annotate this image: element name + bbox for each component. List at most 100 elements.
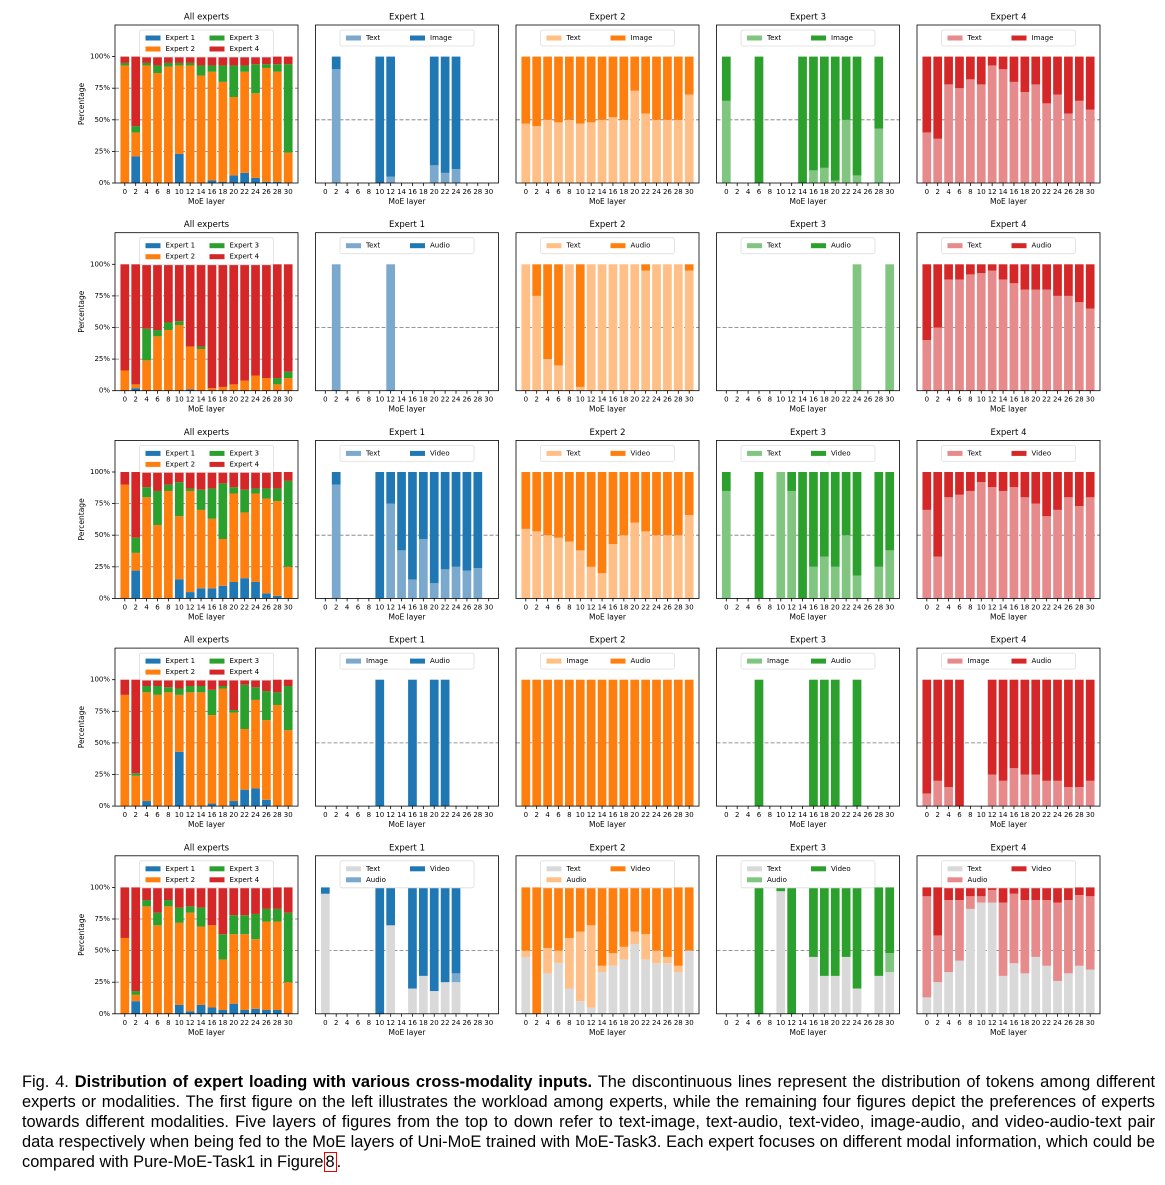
y-tick-label: 0%: [99, 594, 110, 602]
x-tick-label: 0: [123, 396, 127, 404]
bar-segment: [164, 692, 173, 807]
bar-segment: [185, 62, 195, 66]
x-tick-label: 28: [1075, 603, 1084, 611]
x-tick-label: 14: [598, 396, 607, 404]
x-tick-label: 24: [1053, 603, 1062, 611]
x-tick-label: 22: [441, 811, 450, 819]
bar-segment: [229, 679, 239, 711]
x-tick-label: 16: [809, 396, 818, 404]
bar-segment: [174, 907, 184, 923]
bar-segment: [207, 887, 217, 926]
axes-frame: [515, 855, 700, 1015]
x-tick-label: 16: [608, 396, 617, 404]
caption-end: .: [336, 1153, 342, 1171]
x-tick-label: 20: [229, 188, 238, 196]
bar-segment: [1074, 100, 1084, 183]
bar-segment: [987, 889, 997, 903]
panel-title: Expert 3: [790, 428, 826, 438]
bar-segment: [944, 887, 953, 901]
x-tick-label: 12: [386, 396, 395, 404]
x-tick-label: 20: [630, 603, 639, 611]
bar-segment: [1042, 56, 1051, 104]
x-tick-label: 12: [988, 603, 997, 611]
x-tick-label: 10: [977, 811, 986, 819]
figure-ref[interactable]: 8: [323, 1152, 337, 1172]
y-tick-label: 100%: [90, 883, 110, 891]
bar-segment: [240, 679, 249, 685]
bar-segment: [922, 679, 932, 794]
bar-segment: [922, 56, 932, 133]
bar-segment: [819, 679, 829, 807]
bar-segment: [1020, 887, 1030, 901]
bar-segment: [240, 264, 249, 381]
bar-segment: [164, 906, 173, 1014]
bar-segment: [408, 472, 417, 580]
bar-segment: [120, 65, 130, 183]
x-tick-label: 20: [430, 603, 439, 611]
x-tick-label: 0: [123, 188, 127, 196]
x-tick-label: 0: [925, 188, 929, 196]
x-tick-label: 8: [367, 811, 371, 819]
x-tick-label: 22: [240, 1019, 249, 1027]
bar-segment: [1009, 963, 1019, 1014]
bar-segment: [565, 472, 574, 542]
bar-segment: [386, 503, 396, 599]
x-tick-label: 24: [1053, 188, 1062, 196]
bar-segment: [153, 330, 162, 337]
bar-segment: [153, 925, 162, 1014]
bar-segment: [262, 181, 271, 183]
bar-segment: [933, 982, 943, 1014]
x-tick-label: 2: [133, 811, 137, 819]
x-tick-label: 4: [946, 1019, 951, 1027]
legend-swatch: [947, 658, 963, 664]
bar-segment: [809, 56, 818, 171]
bar-segment: [809, 566, 818, 599]
bar-segment: [1053, 902, 1062, 981]
bar-segment: [608, 965, 618, 1014]
bar-segment: [251, 913, 260, 940]
bar-segment: [543, 472, 552, 536]
x-tick-label: 10: [175, 396, 184, 404]
x-tick-label: 6: [757, 811, 762, 819]
bar-segment: [684, 264, 694, 271]
bar-segment: [754, 56, 764, 183]
x-tick-label: 22: [641, 811, 650, 819]
x-axis-label: MoE layer: [389, 820, 427, 829]
x-tick-label: 0: [925, 1019, 929, 1027]
x-tick-label: 28: [1075, 811, 1084, 819]
bar-segment: [532, 887, 542, 1014]
x-axis-label: MoE layer: [589, 1028, 627, 1037]
x-tick-label: 16: [608, 811, 617, 819]
x-tick-label: 16: [207, 811, 216, 819]
bar-segment: [218, 81, 228, 182]
legend-swatch: [747, 35, 762, 41]
bar-segment: [218, 483, 228, 539]
x-tick-label: 10: [576, 811, 585, 819]
bar-segment: [673, 472, 683, 536]
bar-segment: [874, 566, 884, 599]
x-tick-label: 20: [430, 1019, 439, 1027]
legend-swatch: [145, 46, 161, 52]
legend-box: [139, 444, 274, 473]
x-tick-label: 22: [240, 603, 249, 611]
x-tick-label: 18: [619, 811, 628, 819]
x-tick-label: 4: [545, 1019, 550, 1027]
bar-segment: [565, 679, 574, 807]
legend-swatch: [410, 243, 425, 249]
x-tick-label: 28: [874, 188, 883, 196]
bar-segment: [262, 679, 271, 692]
legend-label: Video: [430, 865, 450, 873]
bar-segment: [521, 956, 531, 1014]
bar-segment: [429, 991, 439, 1014]
x-tick-label: 0: [323, 811, 327, 819]
bar-segment: [251, 177, 260, 183]
x-tick-label: 4: [345, 603, 350, 611]
legend-swatch: [747, 877, 762, 883]
bar-segment: [955, 887, 964, 901]
bar-segment: [1031, 56, 1041, 85]
x-tick-label: 12: [787, 396, 796, 404]
legend-label: Expert 3: [230, 242, 260, 250]
bar-segment: [174, 688, 184, 695]
bar-segment: [933, 264, 943, 328]
bar-segment: [554, 264, 563, 366]
